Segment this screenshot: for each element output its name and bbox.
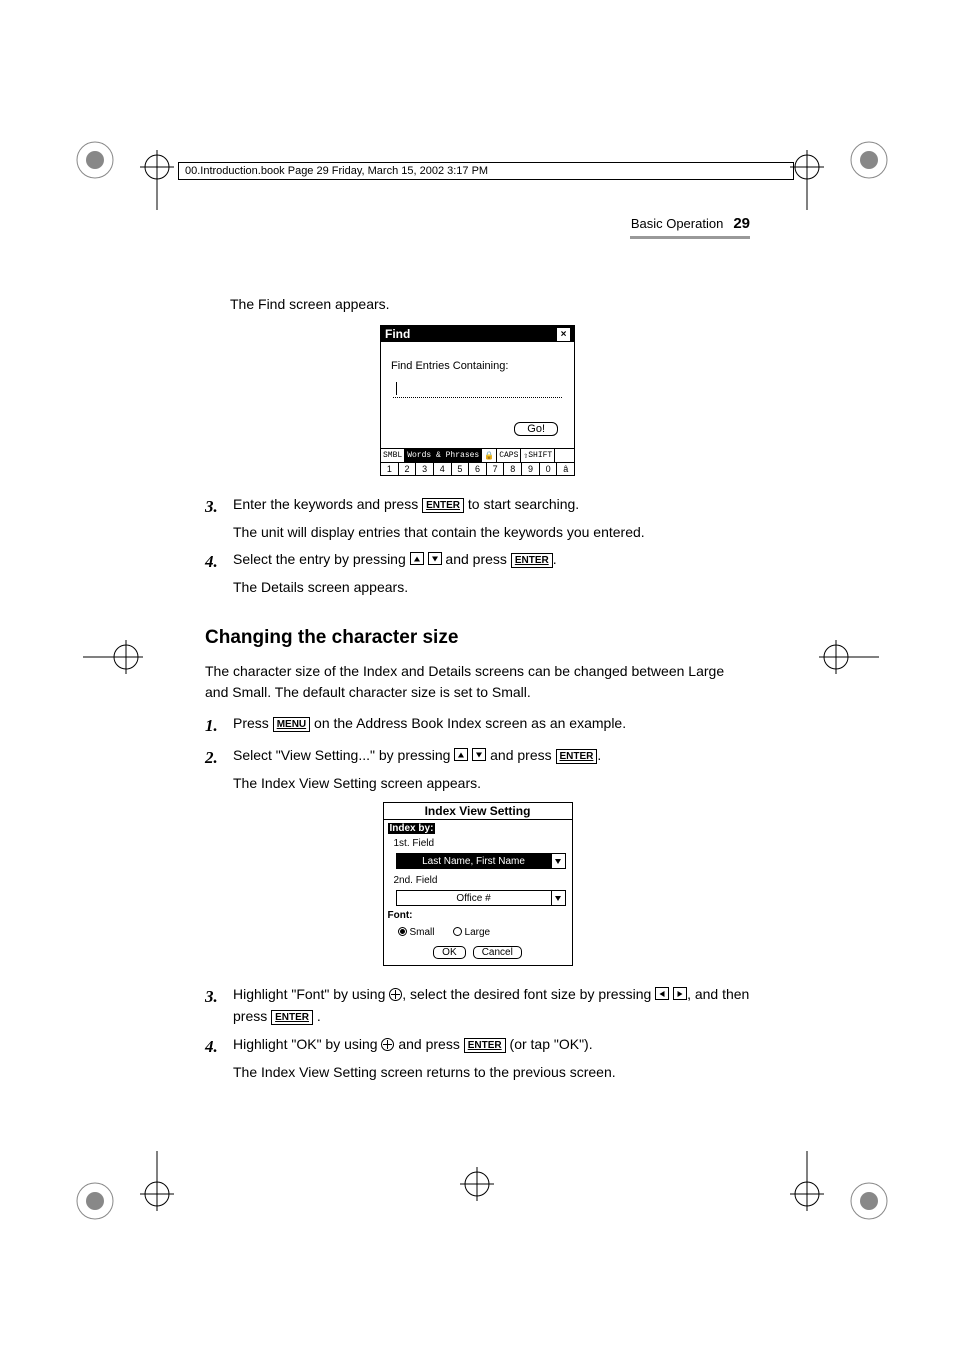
step-4: 4. Select the entry by pressing and pres…	[205, 549, 750, 598]
page-number: 29	[733, 215, 750, 232]
status-row: SMBL Words & Phrases 🔒 CAPS ⇧SHIFT	[381, 448, 574, 462]
ivs-dialog-figure: Index View Setting Index by: 1st. Field …	[383, 802, 573, 966]
find-input[interactable]	[393, 382, 562, 398]
reg-mark-br	[844, 1176, 894, 1226]
ok-button[interactable]: OK	[433, 946, 465, 959]
up-arrow-key	[410, 552, 424, 565]
ivs-index-by-label: Index by:	[388, 823, 436, 834]
b-step-2-follow: The Index View Setting screen appears.	[233, 773, 750, 795]
b-step-4: 4. Highlight "OK" by using and press ENT…	[205, 1034, 750, 1083]
page-content: Basic Operation 29 The Find screen appea…	[205, 215, 750, 1089]
b-step-2: 2. Select "View Setting..." by pressing …	[205, 745, 750, 794]
reg-mark-bl	[70, 1176, 120, 1226]
step-number: 3.	[205, 984, 223, 1010]
up-arrow-key	[454, 748, 468, 761]
intro-text: The Find screen appears.	[230, 294, 750, 315]
crop-mark	[790, 1151, 824, 1211]
radio-icon	[398, 927, 407, 936]
running-head-section: Basic Operation	[631, 216, 724, 231]
status-smbl: SMBL	[381, 449, 405, 462]
b-step-3: 3. Highlight "Font" by using , select th…	[205, 984, 750, 1027]
ivs-title: Index View Setting	[384, 803, 572, 820]
running-head: Basic Operation 29	[205, 215, 750, 232]
crop-mark	[83, 640, 143, 674]
step-number: 4.	[205, 549, 223, 575]
go-button[interactable]: Go!	[514, 422, 558, 436]
section-heading: Changing the character size	[205, 627, 750, 649]
step-4-line: Select the entry by pressing and press E…	[233, 549, 750, 571]
step-3-follow: The unit will display entries that conta…	[233, 522, 750, 544]
radio-icon	[453, 927, 462, 936]
enter-key: ENTER	[464, 1038, 506, 1053]
ivs-f2-label: 2nd. Field	[388, 873, 568, 888]
left-arrow-key	[655, 987, 669, 1000]
ivs-radio-large[interactable]: Large	[453, 927, 491, 938]
crop-mark	[460, 1167, 494, 1201]
step-number: 2.	[205, 745, 223, 771]
cursor-icon	[389, 988, 402, 1001]
crop-mark	[140, 1151, 174, 1211]
status-lock-icon: 🔒	[482, 449, 497, 462]
ivs-radio-small[interactable]: Small	[398, 927, 435, 938]
enter-key: ENTER	[271, 1010, 313, 1025]
close-icon[interactable]: ×	[557, 328, 570, 341]
status-shift: ⇧SHIFT	[521, 449, 555, 462]
b-step-4-follow: The Index View Setting screen returns to…	[233, 1062, 750, 1084]
reg-mark-tl	[70, 135, 120, 185]
b-step-3-line: Highlight "Font" by using , select the d…	[233, 984, 750, 1027]
crop-mark	[790, 150, 824, 210]
find-titlebar: Find ×	[381, 326, 574, 342]
enter-key: ENTER	[422, 498, 464, 513]
document-header-bar: 00.Introduction.book Page 29 Friday, Mar…	[178, 162, 794, 180]
ivs-f2-value: Office #	[397, 893, 551, 904]
step-3-line: Enter the keywords and press ENTER to st…	[233, 494, 750, 516]
dropdown-icon	[551, 854, 565, 868]
step-4-follow: The Details screen appears.	[233, 577, 750, 599]
digit-row: 1 2 3 4 5 6 7 8 9 0 â	[381, 462, 574, 475]
find-dialog-figure: Find × Find Entries Containing: Go! SMBL…	[380, 325, 575, 476]
down-arrow-key	[472, 748, 486, 761]
b-step-4-line: Highlight "OK" by using and press ENTER …	[233, 1034, 750, 1056]
section-intro: The character size of the Index and Deta…	[205, 661, 750, 703]
b-step-2-line: Select "View Setting..." by pressing and…	[233, 745, 750, 767]
ivs-font-label: Font:	[388, 910, 568, 921]
status-words-phrases: Words & Phrases	[405, 449, 482, 462]
enter-key: ENTER	[556, 749, 598, 764]
step-3: 3. Enter the keywords and press ENTER to…	[205, 494, 750, 543]
find-title: Find	[385, 327, 410, 341]
step-number: 4.	[205, 1034, 223, 1060]
step-number: 1.	[205, 713, 223, 739]
reg-mark-tr	[844, 135, 894, 185]
ivs-f1-value: Last Name, First Name	[397, 856, 551, 867]
crop-mark	[140, 150, 174, 210]
menu-key: MENU	[273, 717, 310, 732]
crop-mark	[819, 640, 879, 674]
status-caps: CAPS	[497, 449, 521, 462]
ivs-f2-dropdown[interactable]: Office #	[396, 890, 566, 906]
find-label: Find Entries Containing:	[391, 360, 564, 372]
b-step-1: 1. Press MENU on the Address Book Index …	[205, 713, 750, 739]
cursor-icon	[381, 1038, 394, 1051]
dropdown-icon	[551, 891, 565, 905]
ivs-f1-dropdown[interactable]: Last Name, First Name	[396, 853, 566, 869]
down-arrow-key	[428, 552, 442, 565]
right-arrow-key	[673, 987, 687, 1000]
head-rule	[630, 236, 750, 239]
b-step-1-line: Press MENU on the Address Book Index scr…	[233, 713, 750, 735]
cancel-button[interactable]: Cancel	[473, 946, 522, 959]
enter-key: ENTER	[511, 553, 553, 568]
step-number: 3.	[205, 494, 223, 520]
ivs-f1-label: 1st. Field	[388, 836, 568, 851]
document-header-text: 00.Introduction.book Page 29 Friday, Mar…	[185, 165, 488, 177]
